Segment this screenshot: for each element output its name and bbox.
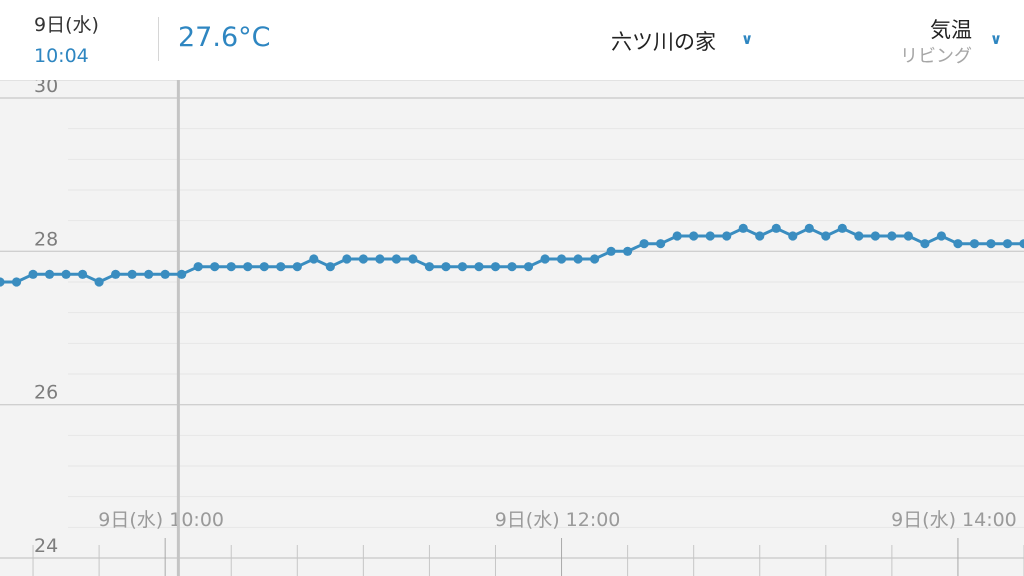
data-point bbox=[292, 262, 302, 272]
data-point bbox=[424, 262, 435, 272]
data-point bbox=[556, 254, 567, 264]
data-point bbox=[953, 239, 963, 249]
data-point bbox=[837, 223, 847, 233]
data-point bbox=[936, 231, 947, 241]
temperature-chart[interactable]: 30 28 26 24 9日(水) 10:00 9日(水) 12:00 9日(水) 14:… bbox=[0, 80, 1024, 576]
chevron-down-icon: ∨ bbox=[989, 30, 1002, 48]
data-point bbox=[177, 269, 187, 279]
data-point bbox=[342, 254, 352, 264]
location-selector[interactable]: 六ツ川の家 ∨ bbox=[611, 26, 753, 56]
data-point bbox=[507, 262, 517, 272]
data-point bbox=[193, 262, 203, 272]
data-point bbox=[325, 262, 335, 272]
y-tick-label: 26 bbox=[34, 382, 58, 404]
data-point bbox=[887, 231, 897, 241]
x-tick-label: 9日(水) 12:00 bbox=[495, 509, 621, 531]
data-point bbox=[441, 262, 451, 272]
data-point bbox=[1019, 239, 1024, 249]
data-point bbox=[870, 231, 880, 241]
data-point bbox=[920, 239, 930, 249]
data-point bbox=[94, 277, 104, 287]
data-point bbox=[226, 262, 236, 272]
data-point bbox=[705, 231, 715, 241]
data-point bbox=[903, 231, 913, 241]
header-divider bbox=[158, 17, 159, 61]
data-point bbox=[639, 239, 649, 249]
metric-selector[interactable]: 気温 リビング ∨ bbox=[862, 12, 1002, 72]
data-point bbox=[573, 254, 583, 264]
data-point bbox=[457, 262, 468, 272]
x-axis: 9日(水) 10:00 9日(水) 12:00 9日(水) 14:00 bbox=[32, 509, 1024, 576]
selected-time: 10:04 bbox=[34, 45, 89, 67]
y-tick-label: 30 bbox=[34, 80, 58, 97]
data-point bbox=[672, 231, 682, 241]
data-point bbox=[28, 269, 38, 279]
data-point bbox=[44, 269, 55, 279]
chart-grid bbox=[0, 97, 1024, 559]
data-point bbox=[969, 239, 980, 249]
data-point bbox=[309, 254, 319, 264]
y-tick-label: 28 bbox=[34, 228, 58, 250]
data-points bbox=[0, 223, 1024, 287]
data-point bbox=[656, 239, 666, 249]
data-point bbox=[788, 231, 798, 241]
y-tick-label: 24 bbox=[34, 535, 58, 557]
selected-temperature: 27.6°C bbox=[178, 22, 271, 53]
data-point bbox=[523, 262, 534, 272]
data-point bbox=[77, 269, 88, 279]
data-point bbox=[111, 269, 121, 279]
data-point bbox=[0, 277, 5, 287]
y-axis: 30 28 26 24 bbox=[34, 80, 58, 557]
data-point bbox=[210, 262, 220, 272]
data-point bbox=[1002, 239, 1013, 249]
data-point bbox=[589, 254, 600, 264]
data-point bbox=[61, 269, 71, 279]
data-point bbox=[358, 254, 368, 264]
data-point bbox=[821, 231, 831, 241]
data-point bbox=[490, 262, 501, 272]
x-tick-label: 9日(水) 14:00 bbox=[891, 509, 1017, 531]
top-bar: 9日(水) 10:04 27.6°C 六ツ川の家 ∨ 気温 リビング ∨ bbox=[0, 0, 1024, 81]
data-point bbox=[276, 262, 286, 272]
x-tick-label: 9日(水) 10:00 bbox=[98, 509, 224, 531]
data-point bbox=[540, 254, 550, 264]
data-point bbox=[408, 254, 418, 264]
data-point bbox=[259, 262, 269, 272]
data-point bbox=[11, 277, 22, 287]
data-point bbox=[738, 223, 748, 233]
data-point bbox=[243, 262, 253, 272]
data-point bbox=[689, 231, 699, 241]
data-point bbox=[722, 231, 732, 241]
data-point bbox=[127, 269, 137, 279]
data-point bbox=[854, 231, 864, 241]
data-point bbox=[474, 262, 484, 272]
metric-label: 気温 bbox=[930, 18, 972, 42]
data-point bbox=[771, 223, 781, 233]
room-label: リビング bbox=[900, 46, 972, 67]
data-point bbox=[160, 269, 170, 279]
series-line bbox=[0, 226, 1024, 284]
data-point bbox=[804, 223, 814, 233]
data-point bbox=[986, 239, 996, 249]
chevron-down-icon: ∨ bbox=[741, 30, 754, 48]
data-point bbox=[391, 254, 401, 264]
data-point bbox=[755, 231, 765, 241]
data-point bbox=[623, 246, 633, 256]
data-point bbox=[144, 269, 154, 279]
data-point bbox=[606, 246, 616, 256]
data-point bbox=[375, 254, 385, 264]
selected-date: 9日(水) bbox=[34, 14, 99, 36]
location-label: 六ツ川の家 bbox=[611, 30, 716, 54]
